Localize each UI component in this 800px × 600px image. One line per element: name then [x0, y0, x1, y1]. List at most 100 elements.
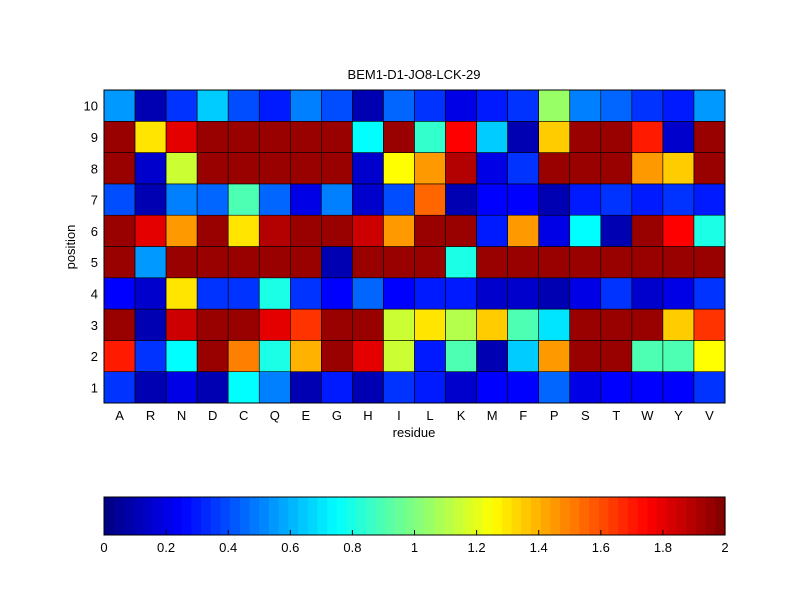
heatmap-cell-T-6 [600, 214, 633, 247]
heatmap-cell-M-2 [476, 340, 508, 372]
heatmap-cell-P-5 [538, 246, 571, 279]
y-tick-label: 3 [91, 318, 98, 333]
colorbar-segment [657, 497, 668, 535]
heatmap-cell-N-10 [165, 89, 198, 122]
heatmap-cell-E-1 [289, 371, 322, 404]
y-tick-label: 5 [91, 255, 98, 270]
heatmap-cell-K-3 [445, 308, 477, 341]
colorbar-segment [453, 497, 464, 535]
heatmap-cell-S-1 [569, 371, 602, 404]
x-tick-label: M [487, 408, 498, 423]
heatmap-cell-G-4 [321, 277, 353, 310]
y-tick-label: 9 [91, 130, 98, 145]
heatmap-cell-Y-10 [662, 89, 695, 122]
heatmap-cell-P-3 [538, 308, 571, 341]
colorbar-segment [298, 497, 309, 535]
heatmap-cell-H-1 [352, 371, 384, 404]
heatmap-cell-D-10 [196, 89, 229, 122]
colorbar-tick-label: 1.2 [468, 540, 486, 555]
x-tick-label: T [612, 408, 620, 423]
heatmap-cell-R-4 [134, 277, 167, 310]
heatmap-cell-N-7 [165, 183, 198, 216]
heatmap-cell-F-8 [507, 152, 539, 185]
colorbar-tick-label: 0.8 [343, 540, 361, 555]
colorbar [103, 496, 726, 536]
heatmap-cell-V-1 [693, 371, 726, 404]
heatmap-cell-E-2 [289, 340, 322, 372]
heatmap-cell-D-4 [196, 277, 229, 310]
heatmap-cell-D-1 [196, 371, 229, 404]
heatmap-cell-M-1 [476, 371, 508, 404]
heatmap-cell-L-3 [414, 308, 446, 341]
colorbar-segment [230, 497, 241, 535]
heatmap-cell-W-6 [631, 214, 664, 247]
heatmap-cell-F-6 [507, 214, 539, 247]
heatmap-cell-P-10 [538, 89, 571, 122]
x-tick-label: E [301, 408, 310, 423]
heatmap-cell-G-3 [321, 308, 353, 341]
x-tick-label: W [641, 408, 654, 423]
heatmap-cell-Y-5 [662, 246, 695, 279]
heatmap-cell-N-9 [165, 121, 198, 153]
y-tick-label: 8 [91, 161, 98, 176]
heatmap-cell-H-4 [352, 277, 384, 310]
colorbar-tick-label: 0.2 [157, 540, 175, 555]
heatmap-cell-M-3 [476, 308, 508, 341]
colorbar-segment [356, 497, 367, 535]
heatmap-cell-A-1 [103, 371, 136, 404]
heatmap-cell-G-2 [321, 340, 353, 372]
heatmap-cell-R-3 [134, 308, 167, 341]
heatmap-cell-A-4 [103, 277, 136, 310]
heatmap-cell-E-6 [289, 214, 322, 247]
x-tick-label: H [363, 408, 372, 423]
heatmap-cell-Q-9 [258, 121, 291, 153]
heatmap-cell-Q-8 [258, 152, 291, 185]
colorbar-tick-label: 0.6 [281, 540, 299, 555]
heatmap-cell-I-4 [383, 277, 415, 310]
colorbar-segment [404, 497, 416, 535]
heatmap-cell-E-3 [289, 308, 322, 341]
x-tick-label: F [519, 408, 527, 423]
colorbar-segment [550, 497, 561, 535]
x-tick-label: Q [270, 408, 280, 423]
heatmap-cell-P-9 [538, 121, 571, 153]
colorbar-segment [569, 497, 581, 535]
heatmap-cell-L-9 [414, 121, 446, 153]
heatmap-cell-P-6 [538, 214, 571, 247]
heatmap-cell-K-5 [445, 246, 477, 279]
heatmap-cell-I-7 [383, 183, 415, 216]
heatmap-cell-C-10 [227, 89, 260, 122]
colorbar-segment [637, 497, 648, 535]
heatmap-cell-K-4 [445, 277, 477, 310]
heatmap-cell-T-10 [600, 89, 633, 122]
colorbar-tick-label: 1 [411, 540, 418, 555]
heatmap-cell-T-3 [600, 308, 633, 341]
y-tick-label: 2 [91, 349, 98, 364]
colorbar-segment [201, 497, 212, 535]
colorbar-segment [307, 497, 319, 535]
heatmap-cell-E-5 [289, 246, 322, 279]
heatmap-cell-I-8 [383, 152, 415, 185]
colorbar-segment [365, 497, 377, 535]
heatmap-cell-W-5 [631, 246, 664, 279]
heatmap-cell-W-8 [631, 152, 664, 185]
heatmap-cell-G-8 [321, 152, 353, 185]
heatmap-cell-K-9 [445, 121, 477, 153]
heatmap-cell-Q-10 [258, 89, 291, 122]
y-tick-label: 10 [84, 99, 98, 114]
colorbar-tick-label: 0.4 [219, 540, 237, 555]
heatmap-cell-F-5 [507, 246, 539, 279]
heatmap-cell-R-7 [134, 183, 167, 216]
colorbar-segment [501, 497, 513, 535]
heatmap-cell-W-3 [631, 308, 664, 341]
heatmap-cell-S-5 [569, 246, 602, 279]
heatmap-cell-L-5 [414, 246, 446, 279]
heatmap-cell-L-7 [414, 183, 446, 216]
heatmap-cell-D-6 [196, 214, 229, 247]
heatmap-cell-G-10 [321, 89, 353, 122]
colorbar-segment [647, 497, 658, 535]
colorbar-tick-labels: 0 0.2 0.4 0.6 0.8 1 1.2 1.4 1.6 1.8 2 [100, 530, 729, 555]
heatmap-cell-N-6 [165, 214, 198, 247]
x-tick-label: C [239, 408, 248, 423]
heatmap-cell-C-1 [227, 371, 260, 404]
